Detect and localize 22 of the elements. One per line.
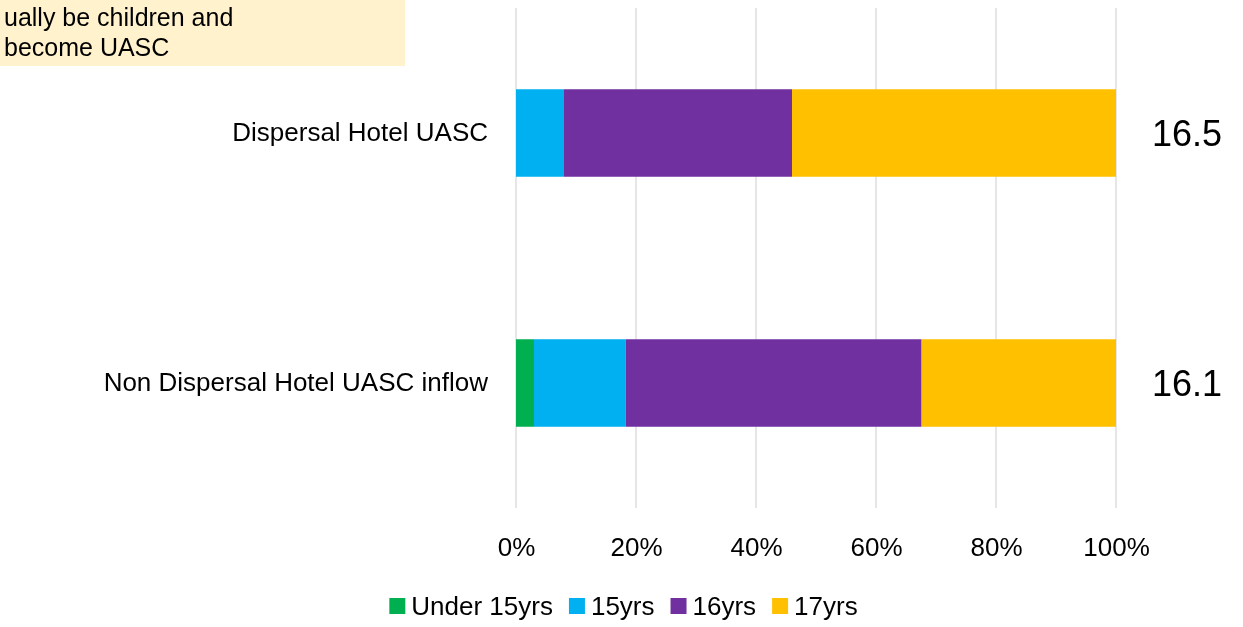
bar [516, 89, 564, 177]
bar [792, 89, 1116, 177]
bar [564, 89, 792, 177]
text: 16.5 [1151, 112, 1222, 154]
text: 16.1 [1151, 362, 1222, 404]
legend-label: 15yrs [590, 591, 655, 622]
legend-label: Under 15yrs [411, 591, 553, 622]
x-tick-label: 80% [970, 532, 1023, 563]
bar [516, 339, 534, 427]
x-tick-label: 40% [730, 532, 783, 563]
bar [534, 339, 626, 427]
text: ually be children and become UASC [4, 3, 234, 61]
y-tick-label: Dispersal Hotel UASC [232, 117, 488, 148]
x-tick-label: 100% [1083, 532, 1150, 563]
x-tick-label: 0% [497, 532, 536, 563]
y-tick-label: Non Dispersal Hotel UASC inflow [103, 367, 489, 398]
bar [921, 339, 1116, 427]
x-tick-label: 60% [850, 532, 903, 563]
bar [625, 339, 922, 427]
legend-label: 16yrs [692, 591, 757, 622]
legend-label: 17yrs [794, 591, 858, 622]
x-tick-label: 20% [610, 532, 663, 563]
